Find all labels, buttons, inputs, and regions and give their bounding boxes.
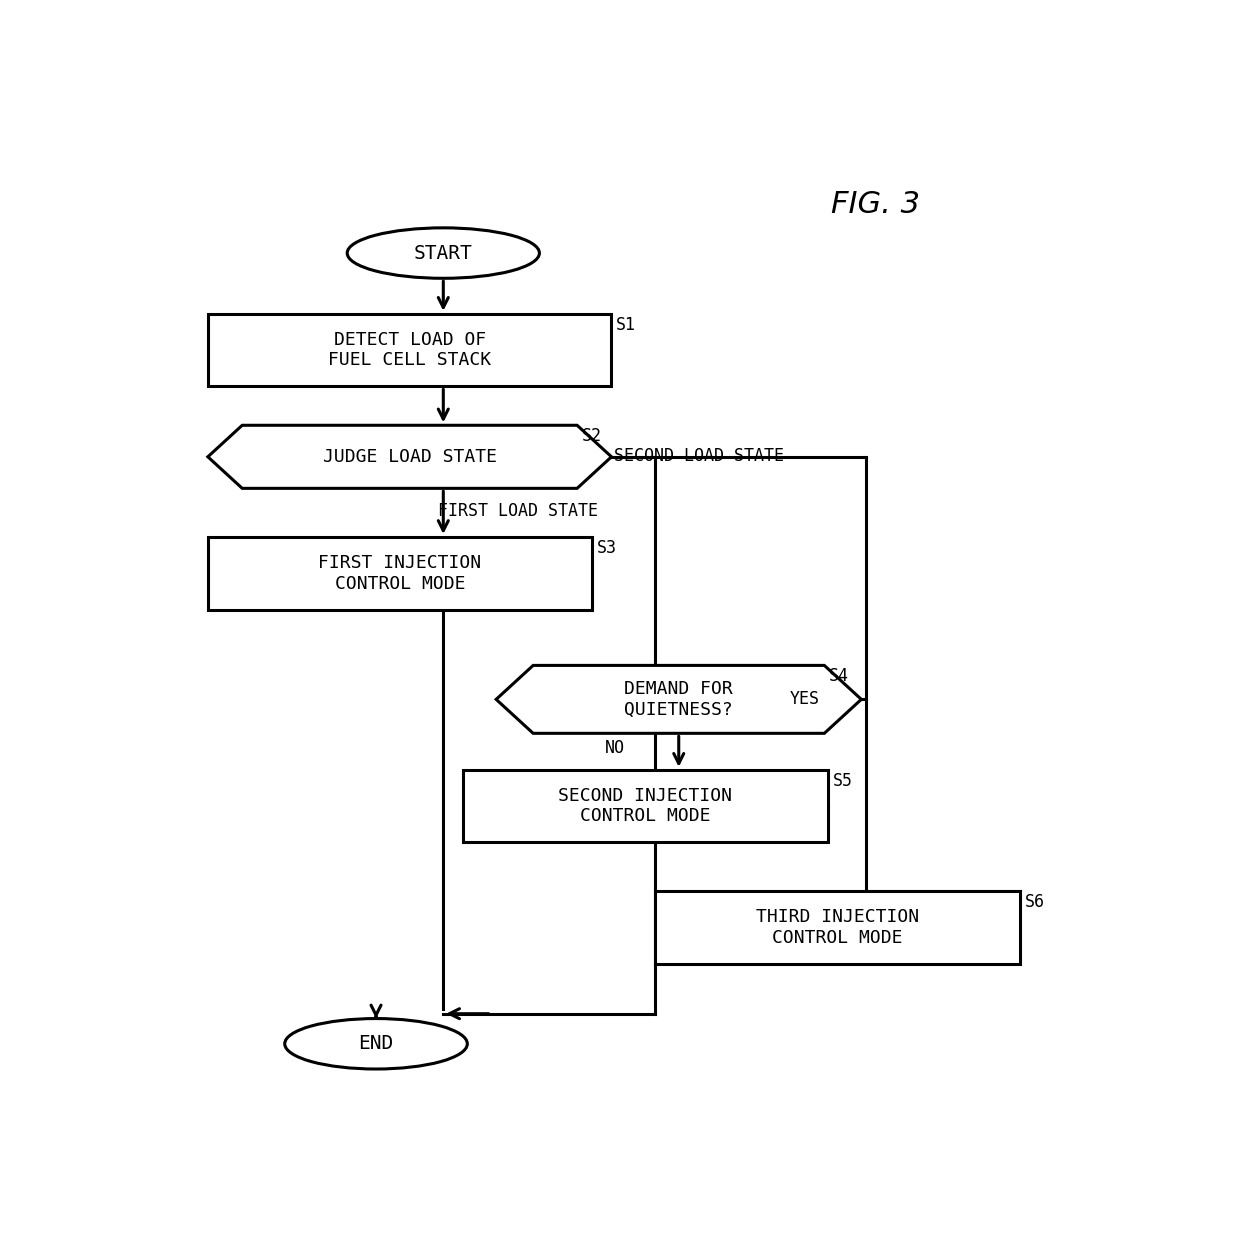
- Text: S1: S1: [616, 316, 636, 334]
- Text: FIRST INJECTION
CONTROL MODE: FIRST INJECTION CONTROL MODE: [319, 554, 481, 592]
- Text: START: START: [414, 243, 472, 262]
- Bar: [208, 537, 593, 610]
- Bar: [655, 891, 1021, 964]
- Text: FIRST LOAD STATE: FIRST LOAD STATE: [439, 503, 599, 520]
- Text: SECOND INJECTION
CONTROL MODE: SECOND INJECTION CONTROL MODE: [558, 786, 732, 825]
- Polygon shape: [208, 426, 611, 489]
- Bar: [463, 770, 828, 843]
- Text: S6: S6: [1024, 893, 1045, 911]
- Text: DETECT LOAD OF
FUEL CELL STACK: DETECT LOAD OF FUEL CELL STACK: [329, 330, 491, 369]
- Text: END: END: [358, 1034, 393, 1053]
- Text: SECOND LOAD STATE: SECOND LOAD STATE: [614, 447, 785, 465]
- Bar: [208, 314, 611, 387]
- Text: THIRD INJECTION
CONTROL MODE: THIRD INJECTION CONTROL MODE: [755, 908, 919, 946]
- Text: DEMAND FOR
QUIETNESS?: DEMAND FOR QUIETNESS?: [625, 680, 733, 718]
- Polygon shape: [496, 665, 862, 733]
- Text: NO: NO: [605, 740, 625, 757]
- Text: S5: S5: [832, 771, 853, 790]
- Text: FIG. 3: FIG. 3: [831, 190, 920, 219]
- Ellipse shape: [285, 1018, 467, 1068]
- Text: JUDGE LOAD STATE: JUDGE LOAD STATE: [322, 447, 497, 466]
- Text: S2: S2: [582, 427, 601, 445]
- Ellipse shape: [347, 228, 539, 278]
- Text: S3: S3: [596, 539, 618, 557]
- Text: S4: S4: [830, 668, 849, 685]
- Text: YES: YES: [789, 690, 820, 708]
